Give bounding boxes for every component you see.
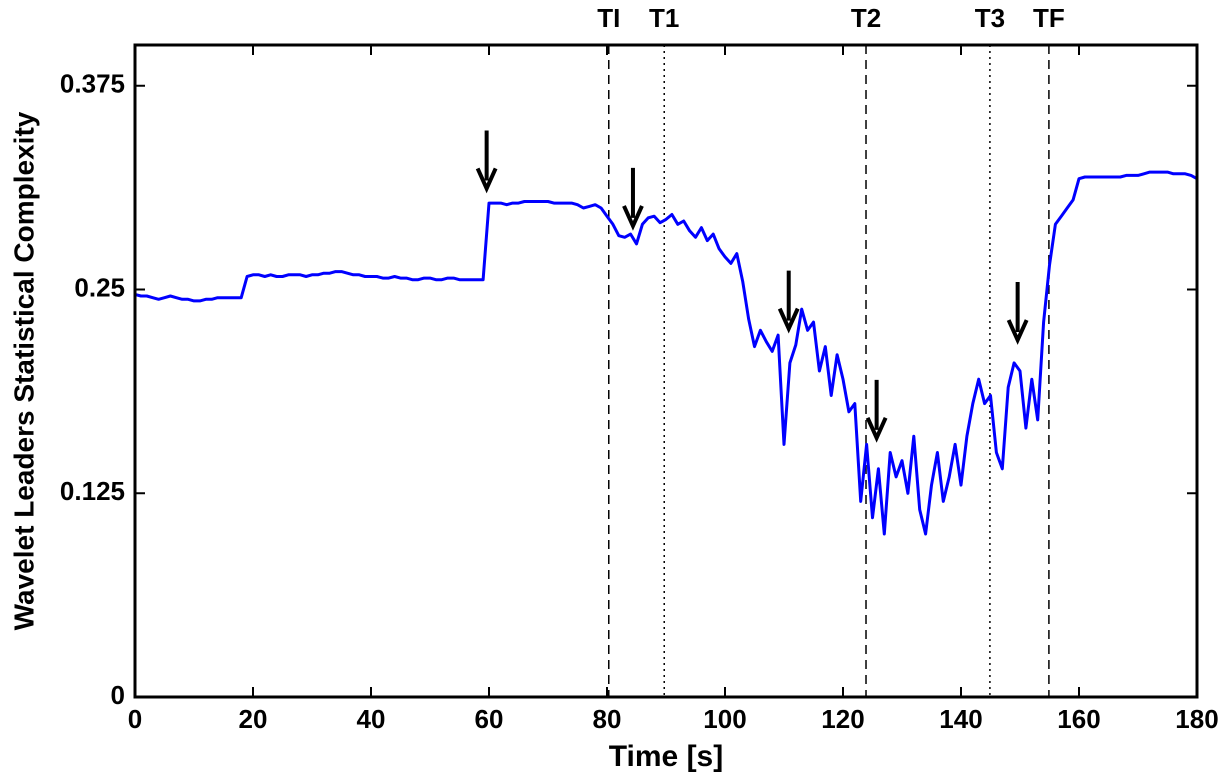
marker-label: T1 bbox=[649, 3, 679, 33]
x-tick-label: 20 bbox=[239, 704, 268, 734]
x-tick-label: 0 bbox=[128, 704, 142, 734]
arrow-head bbox=[622, 205, 644, 231]
x-tick-label: 140 bbox=[939, 704, 982, 734]
x-tick-label: 160 bbox=[1057, 704, 1100, 734]
marker-label: TI bbox=[597, 3, 620, 33]
y-tick-label: 0 bbox=[111, 680, 125, 710]
arrow-head bbox=[865, 417, 888, 443]
marker-label: T2 bbox=[851, 3, 881, 33]
x-tick-label: 120 bbox=[821, 704, 864, 734]
arrow-head bbox=[777, 307, 800, 334]
x-tick-label: 80 bbox=[593, 704, 622, 734]
y-tick-label: 0.375 bbox=[60, 69, 125, 99]
marker-label: T3 bbox=[975, 3, 1005, 33]
x-axis-label: Time [s] bbox=[609, 740, 723, 773]
x-tick-label: 180 bbox=[1175, 704, 1218, 734]
x-tick-label: 40 bbox=[357, 704, 386, 734]
y-tick-label: 0.125 bbox=[60, 476, 125, 506]
y-tick-label: 0.25 bbox=[74, 272, 125, 302]
y-axis-label: Wavelet Leaders Statistical Complexity bbox=[8, 111, 39, 630]
plot-frame bbox=[133, 43, 1199, 699]
arrow-head bbox=[475, 167, 498, 194]
data-line bbox=[134, 170, 1198, 536]
x-tick-label: 60 bbox=[475, 704, 504, 734]
marker-label: TF bbox=[1033, 3, 1065, 33]
x-tick-label: 100 bbox=[703, 704, 746, 734]
arrow-head bbox=[1006, 319, 1029, 345]
